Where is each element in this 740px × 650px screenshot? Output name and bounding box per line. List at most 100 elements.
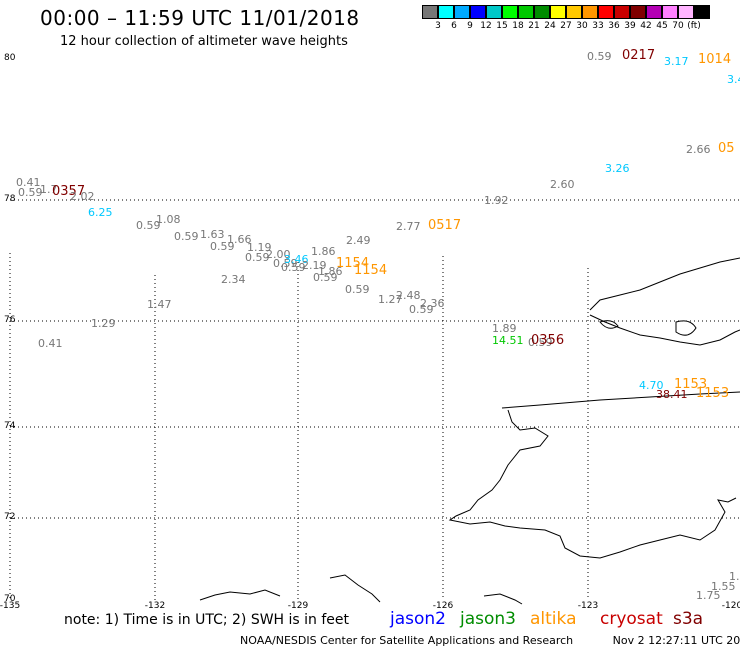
legend-tick-label: 12: [480, 21, 492, 31]
wave-label: 1.75: [696, 589, 721, 602]
satellite-altika: altika: [530, 609, 577, 629]
legend-swatch: [582, 5, 598, 19]
wave-label: 6.25: [88, 206, 113, 219]
coastline-banks-island: [501, 391, 740, 409]
lat-label-74: 74: [4, 421, 16, 431]
legend-swatch: [470, 5, 486, 19]
pass-time-label: 1154: [336, 256, 370, 271]
wave-label: 0.59: [313, 271, 338, 284]
lat-label-70: 70: [4, 594, 16, 604]
wave-label: 1.86: [311, 245, 336, 258]
lon-label-132: -132: [144, 601, 166, 611]
pass-time-label: 1153: [696, 386, 730, 401]
wave-label: 1.55: [711, 580, 736, 593]
legend-tick-label: 21: [528, 21, 540, 31]
wave-label: 2.49: [346, 234, 371, 247]
wave-label: 2.02: [70, 190, 95, 203]
lon-label-129: -129: [287, 601, 309, 611]
wave-label: 1.7: [40, 183, 58, 196]
wave-label: 4.70: [639, 379, 664, 392]
pass-time-label: 0217: [622, 48, 656, 63]
graticule: [9, 199, 740, 600]
wave-label: 2.66: [686, 143, 711, 156]
wave-label: 0.59: [245, 251, 270, 264]
wave-label: 0.59: [345, 283, 370, 296]
wave-label: 0.59: [210, 240, 235, 253]
legend-swatch: [550, 5, 566, 19]
satellite-cryosat: cryosat: [600, 609, 663, 629]
legend-swatch: [694, 5, 710, 19]
units-note: note: 1) Time is in UTC; 2) SWH is in fe…: [64, 612, 350, 628]
lon-label-120: -120: [721, 601, 740, 611]
wave-label: 1.19: [247, 241, 272, 254]
coastline-island-1: [599, 320, 619, 329]
color-scale-legend: 3 6 9 12 15 18 21 24 27 30 33 36 39 42 45 70 (ft): [422, 5, 710, 31]
legend-tick-label: 45: [656, 21, 668, 31]
coastlines: [199, 257, 740, 605]
legend-swatch: [566, 5, 582, 19]
footer: NOAA/NESDIS Center for Satellite Applica…: [240, 634, 740, 647]
lat-label-72: 72: [4, 512, 16, 522]
coastline-mainland: [448, 409, 737, 559]
wave-label: 1.: [729, 570, 740, 583]
wave-label: 3.17: [664, 55, 689, 68]
pass-time-label: 1153: [674, 377, 708, 392]
wave-label: 2.00: [266, 248, 291, 261]
wave-label: 1.86: [318, 265, 343, 278]
legend-tick-label: 70: [672, 21, 684, 31]
coastline-victoria-north: [589, 257, 740, 311]
legend-swatches: [422, 5, 710, 19]
map-title: 00:00 – 11:59 UTC 11/01/2018: [40, 6, 360, 30]
wave-label: 0.59: [18, 186, 43, 199]
legend-swatch: [678, 5, 694, 19]
legend-swatch: [614, 5, 630, 19]
wave-label: 1.29: [91, 317, 116, 330]
wave-label: 2.36: [420, 297, 445, 310]
map-subtitle: 12 hour collection of altimeter wave hei…: [60, 34, 348, 49]
wave-label: 1.47: [147, 298, 172, 311]
wave-label: 2.60: [550, 178, 575, 191]
wave-label: 1.63: [200, 228, 225, 241]
legend-tick-label: 36: [608, 21, 620, 31]
coastline-victoria-inlet: [589, 314, 740, 346]
legend-tick-label: 39: [624, 21, 636, 31]
satellite-jason3: jason3: [460, 609, 516, 629]
pass-time-label: 1014: [698, 52, 732, 67]
legend-tick-label: (ft): [687, 21, 701, 31]
legend-tick-label: 42: [640, 21, 652, 31]
legend-swatch: [598, 5, 614, 19]
wave-label: 0.59: [174, 230, 199, 243]
legend-tick-label: 24: [544, 21, 556, 31]
wave-label: 1.89: [492, 322, 517, 335]
pass-time-label: 05: [718, 141, 735, 156]
legend-swatch: [486, 5, 502, 19]
lon-label-126: -126: [432, 601, 454, 611]
coastline-island-2: [675, 320, 697, 336]
legend-swatch: [454, 5, 470, 19]
lat-label-78: 78: [4, 194, 16, 204]
legend-tick-label: 33: [592, 21, 604, 31]
legend-swatch: [662, 5, 678, 19]
coastline-small-islands: [199, 574, 523, 605]
wave-label: 0.41: [16, 176, 41, 189]
pass-time-label: 0357: [52, 184, 86, 199]
legend-tick-label: 27: [560, 21, 572, 31]
legend-ticks: 3 6 9 12 15 18 21 24 27 30 33 36 39 42 45 70 (ft): [422, 19, 710, 31]
legend-tick-label: 30: [576, 21, 588, 31]
legend-tick-label: 3: [435, 21, 441, 31]
wave-label: 1.08: [156, 213, 181, 226]
footer-org: NOAA/NESDIS Center for Satellite Applica…: [240, 634, 574, 647]
wave-label: 2.34: [221, 273, 246, 286]
wave-label: 14.51: [492, 334, 524, 347]
legend-tick-label: 18: [512, 21, 524, 31]
wave-label: 0.59: [273, 257, 298, 270]
wave-label: 0.59: [281, 261, 306, 274]
wave-label: 1.27: [378, 293, 403, 306]
wave-label: 3.26: [605, 162, 630, 175]
wave-label: 0.59: [528, 336, 553, 349]
wave-label: 0.59: [409, 303, 434, 316]
legend-swatch: [422, 5, 438, 19]
lon-label-123: -123: [577, 601, 599, 611]
footer-timestamp: Nov 2 12:27:11 UTC 2018: [612, 634, 740, 647]
